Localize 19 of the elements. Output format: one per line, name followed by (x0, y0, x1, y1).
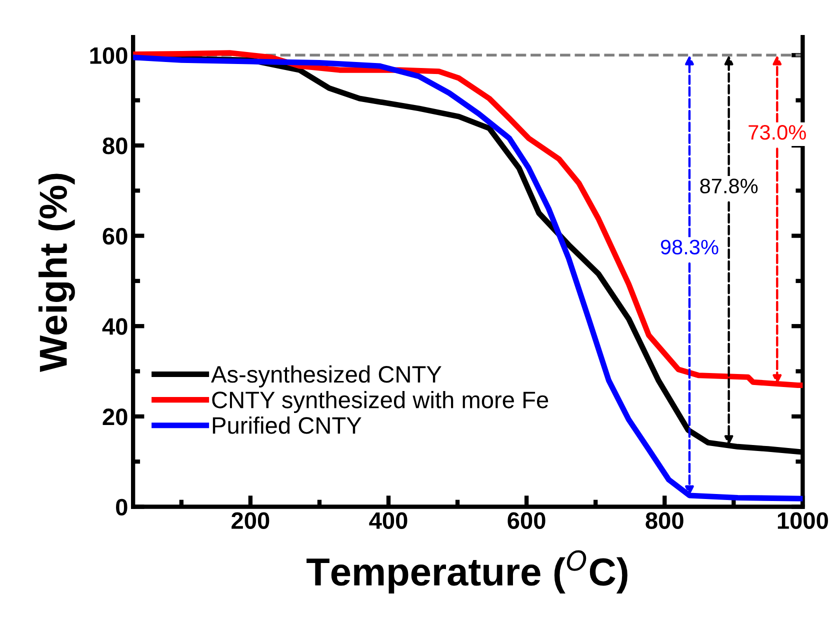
x-tick-label: 800 (646, 512, 684, 529)
x-axis-title: Temperature ($^{O}$C) (306, 550, 628, 594)
annotation: 98.3% (660, 240, 718, 254)
annotation: 73.0% (748, 125, 806, 140)
y-axis-title: Weight (%) (38, 174, 75, 372)
y-tick-label: 40 (102, 318, 128, 335)
legend-label: Purified CNTY (212, 416, 362, 434)
x-tick-label: 400 (369, 512, 408, 529)
x-tick-label: 600 (508, 512, 546, 529)
y-tick-label: 100 (90, 47, 128, 64)
x-tick-label: 200 (232, 512, 270, 529)
y-tick-label: 20 (102, 408, 128, 426)
y-tick-label: 80 (102, 138, 128, 154)
y-tick-label: 0 (116, 498, 128, 516)
y-tick-label: 60 (102, 228, 128, 245)
legend-label: CNTY synthesized with more Fe (212, 390, 548, 413)
annotation: 87.8% (700, 178, 758, 194)
x-tick-label: 1000 (778, 512, 828, 529)
legend-label: As-synthesized CNTY (211, 365, 442, 388)
